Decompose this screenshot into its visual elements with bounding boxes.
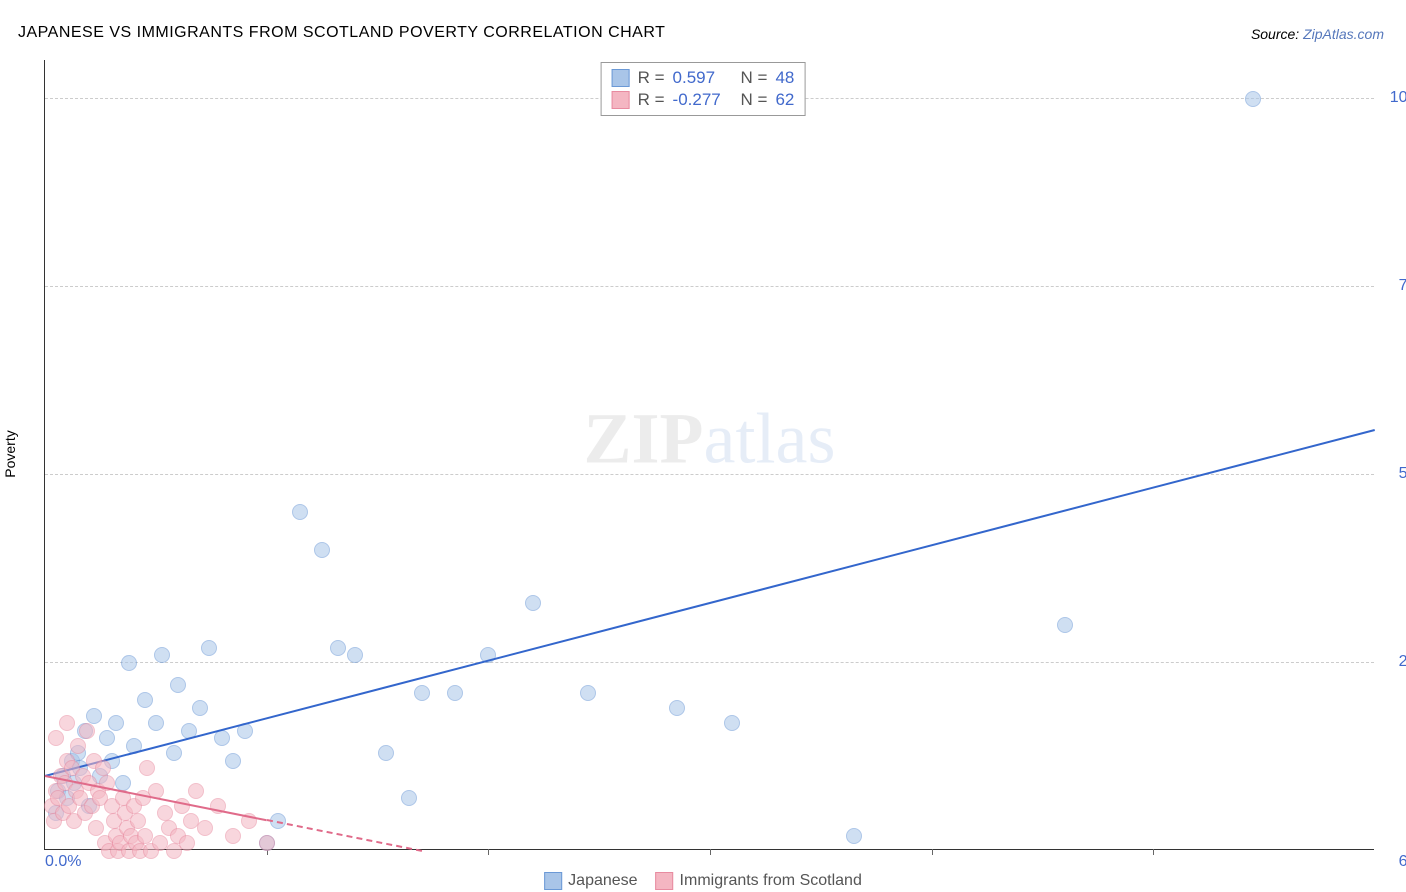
data-point bbox=[314, 542, 330, 558]
watermark-zip: ZIP bbox=[584, 398, 704, 478]
n-value: 62 bbox=[775, 90, 794, 110]
data-point bbox=[174, 798, 190, 814]
legend-label: Immigrants from Scotland bbox=[680, 872, 862, 890]
x-tick-label-max: 60.0% bbox=[1399, 853, 1406, 871]
data-point bbox=[214, 730, 230, 746]
series-swatch bbox=[612, 69, 630, 87]
r-label: R = bbox=[638, 68, 665, 88]
data-point bbox=[414, 685, 430, 701]
data-point bbox=[108, 715, 124, 731]
n-label: N = bbox=[741, 90, 768, 110]
correlation-stats-box: R = 0.597 N = 48R = -0.277 N = 62 bbox=[601, 62, 806, 116]
data-point bbox=[225, 753, 241, 769]
data-point bbox=[378, 745, 394, 761]
trend-line bbox=[45, 429, 1375, 777]
stats-row: R = 0.597 N = 48 bbox=[612, 67, 795, 89]
data-point bbox=[225, 828, 241, 844]
data-point bbox=[157, 805, 173, 821]
source-prefix: Source: bbox=[1251, 26, 1303, 42]
data-point bbox=[79, 723, 95, 739]
legend-label: Japanese bbox=[568, 872, 637, 890]
data-point bbox=[401, 790, 417, 806]
data-point bbox=[724, 715, 740, 731]
data-point bbox=[197, 820, 213, 836]
data-point bbox=[137, 828, 153, 844]
r-value: 0.597 bbox=[673, 68, 733, 88]
plot-area: ZIPatlas 25.0%50.0%75.0%100.0%0.0%60.0% bbox=[44, 60, 1374, 850]
y-tick-label: 100.0% bbox=[1390, 89, 1406, 107]
gridline bbox=[45, 474, 1374, 475]
data-point bbox=[330, 640, 346, 656]
data-point bbox=[292, 504, 308, 520]
data-point bbox=[139, 760, 155, 776]
y-axis-label: Poverty bbox=[2, 430, 18, 477]
r-label: R = bbox=[638, 90, 665, 110]
data-point bbox=[525, 595, 541, 611]
watermark-atlas: atlas bbox=[704, 398, 836, 478]
data-point bbox=[70, 738, 86, 754]
data-point bbox=[188, 783, 204, 799]
legend-swatch bbox=[656, 872, 674, 890]
y-tick-label: 75.0% bbox=[1399, 277, 1406, 295]
x-tick bbox=[932, 849, 933, 855]
data-point bbox=[447, 685, 463, 701]
gridline bbox=[45, 662, 1374, 663]
data-point bbox=[1057, 617, 1073, 633]
data-point bbox=[580, 685, 596, 701]
trend-line bbox=[266, 819, 422, 852]
data-point bbox=[99, 730, 115, 746]
n-label: N = bbox=[741, 68, 768, 88]
series-swatch bbox=[612, 91, 630, 109]
watermark: ZIPatlas bbox=[584, 397, 836, 480]
data-point bbox=[48, 730, 64, 746]
data-point bbox=[347, 647, 363, 663]
r-value: -0.277 bbox=[673, 90, 733, 110]
data-point bbox=[1245, 91, 1261, 107]
legend-item: Immigrants from Scotland bbox=[656, 872, 862, 890]
data-point bbox=[88, 820, 104, 836]
chart-title: JAPANESE VS IMMIGRANTS FROM SCOTLAND POV… bbox=[18, 24, 665, 42]
data-point bbox=[154, 647, 170, 663]
legend-swatch bbox=[544, 872, 562, 890]
data-point bbox=[148, 715, 164, 731]
data-point bbox=[846, 828, 862, 844]
data-point bbox=[59, 715, 75, 731]
data-point bbox=[86, 708, 102, 724]
data-point bbox=[669, 700, 685, 716]
chart-container: JAPANESE VS IMMIGRANTS FROM SCOTLAND POV… bbox=[0, 0, 1406, 892]
data-point bbox=[121, 655, 137, 671]
data-point bbox=[137, 692, 153, 708]
gridline bbox=[45, 286, 1374, 287]
x-tick-label-min: 0.0% bbox=[45, 853, 81, 871]
data-point bbox=[179, 835, 195, 851]
legend-item: Japanese bbox=[544, 872, 637, 890]
source-name: ZipAtlas.com bbox=[1303, 26, 1384, 42]
data-point bbox=[170, 677, 186, 693]
n-value: 48 bbox=[775, 68, 794, 88]
y-tick-label: 25.0% bbox=[1399, 653, 1406, 671]
source-attribution: Source: ZipAtlas.com bbox=[1251, 26, 1384, 42]
data-point bbox=[201, 640, 217, 656]
x-tick bbox=[1153, 849, 1154, 855]
data-point bbox=[259, 835, 275, 851]
x-tick bbox=[710, 849, 711, 855]
stats-row: R = -0.277 N = 62 bbox=[612, 89, 795, 111]
x-tick bbox=[488, 849, 489, 855]
data-point bbox=[95, 760, 111, 776]
data-point bbox=[192, 700, 208, 716]
data-point bbox=[130, 813, 146, 829]
legend: Japanese Immigrants from Scotland bbox=[544, 872, 862, 890]
y-tick-label: 50.0% bbox=[1399, 465, 1406, 483]
data-point bbox=[166, 745, 182, 761]
